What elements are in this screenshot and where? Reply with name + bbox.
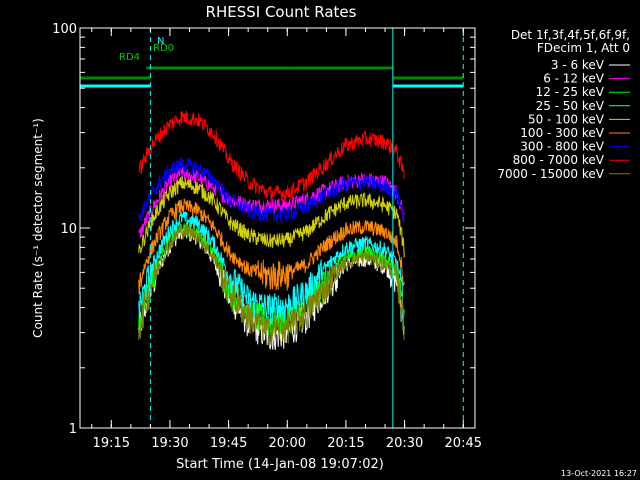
x-tick-label: 19:45 — [210, 436, 247, 451]
series-line-4 — [138, 176, 405, 258]
series-line-7 — [138, 110, 405, 203]
legend-label-0: 3 - 6 keV — [551, 58, 605, 72]
x-tick-label: 20:30 — [386, 436, 423, 451]
y-tick-label: 1 — [69, 422, 77, 437]
legend-label-3: 25 - 50 keV — [536, 99, 605, 113]
legend-label-8: 7000 - 15000 keV — [497, 167, 604, 181]
series-line-5 — [138, 198, 405, 295]
x-tick-label: 19:30 — [151, 436, 188, 451]
axes-layer: 19:15 19:30 19:45 20:00 20:15 20:30 20:45 1 10 10… — [52, 22, 482, 451]
legend-label-6: 300 - 800 keV — [520, 140, 604, 154]
legend-header-line-2: FDecim 1, Att 0 — [537, 41, 630, 55]
series-line-3 — [138, 211, 405, 325]
series-line-2 — [138, 220, 405, 336]
flag-label-rd0: RD0 — [153, 43, 174, 54]
x-axis-label: Start Time (14-Jan-08 19:07:02) — [176, 457, 384, 472]
flag-label-n: N — [157, 36, 164, 47]
x-tick-label: 20:00 — [269, 436, 306, 451]
chart-title: RHESSI Count Rates — [206, 3, 357, 21]
x-tick-label: 20:15 — [327, 436, 364, 451]
series-line-8 — [138, 224, 405, 347]
y-tick-label: 100 — [52, 22, 77, 37]
legend: Det 1f,3f,4f,5f,6f,9f, FDecim 1, Att 0 3… — [497, 28, 630, 181]
legend-label-7: 800 - 7000 keV — [513, 153, 605, 167]
x-tick-label: 19:15 — [93, 436, 130, 451]
x-tick-label: 20:45 — [445, 436, 482, 451]
series-layer — [138, 110, 405, 351]
generation-timestamp: 13-Oct-2021 16:27 — [561, 469, 637, 478]
y-axis-label: Count Rate (s⁻¹ detector segment⁻¹) — [31, 118, 45, 338]
series-line-6 — [138, 157, 405, 224]
legend-label-2: 12 - 25 keV — [536, 85, 605, 99]
y-tick-label: 10 — [60, 222, 77, 237]
legend-header-line-1: Det 1f,3f,4f,5f,6f,9f, — [511, 28, 630, 42]
legend-label-4: 50 - 100 keV — [528, 112, 605, 126]
flag-label-rd4: RD4 — [119, 52, 140, 63]
legend-label-5: 100 - 300 keV — [520, 126, 604, 140]
legend-label-1: 6 - 12 keV — [543, 72, 605, 86]
